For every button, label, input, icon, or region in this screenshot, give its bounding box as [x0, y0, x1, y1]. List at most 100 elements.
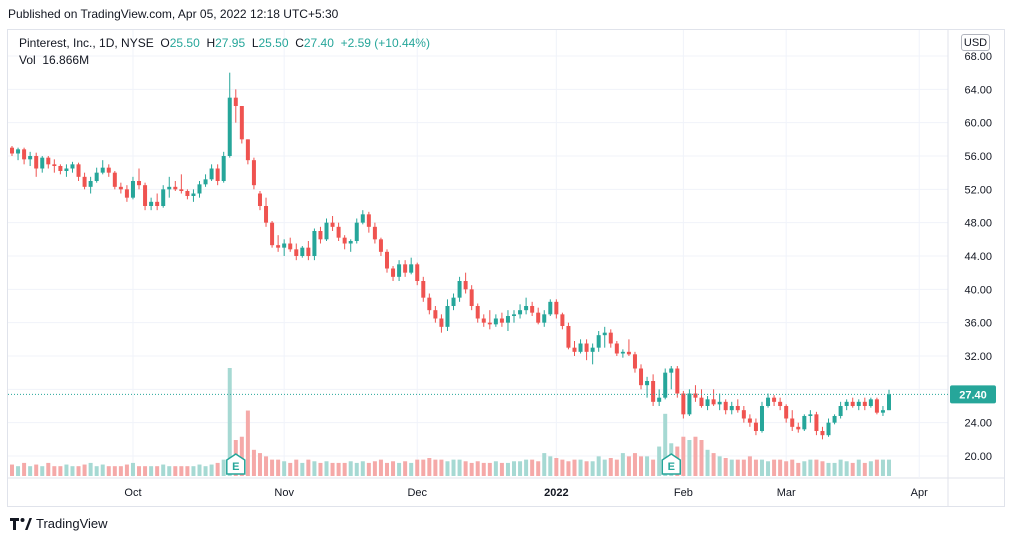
- candle-body: [741, 410, 746, 419]
- volume-bar: [766, 461, 771, 476]
- volume-bar: [155, 466, 160, 476]
- volume-bar: [874, 459, 879, 476]
- change-value: +2.59 (+10.44%): [340, 36, 430, 50]
- candle-body: [626, 351, 631, 355]
- candle-body: [463, 281, 468, 290]
- volume-bar: [427, 458, 432, 476]
- candle-body: [118, 186, 123, 190]
- candle-body: [318, 231, 323, 240]
- volume-bar: [572, 459, 577, 476]
- candle-body: [826, 422, 831, 436]
- candle-body: [778, 401, 783, 406]
- candle-body: [542, 314, 547, 323]
- candle-body: [560, 314, 565, 326]
- candle-body: [179, 189, 184, 191]
- candle-body: [70, 164, 75, 169]
- volume-bar: [100, 464, 105, 476]
- candle-body: [348, 241, 353, 244]
- candle-body: [723, 401, 728, 411]
- volume-bar: [457, 459, 462, 476]
- candle-body: [336, 226, 341, 238]
- candle-body: [270, 222, 275, 246]
- candle-body: [469, 289, 474, 306]
- x-tick-label: Dec: [407, 487, 427, 499]
- volume-bar: [397, 462, 402, 476]
- tradingview-logo[interactable]: TradingView: [10, 516, 108, 531]
- volume-bar: [838, 459, 843, 476]
- volume-bar: [880, 459, 885, 476]
- volume-bar: [366, 462, 371, 476]
- y-tick-label: 68.00: [964, 51, 992, 63]
- volume-bar: [209, 464, 214, 476]
- candle-body: [378, 239, 383, 252]
- volume-bar: [409, 462, 414, 476]
- candle-body: [251, 160, 256, 186]
- volume-bar: [887, 459, 891, 476]
- x-tick-label: Mar: [777, 487, 796, 499]
- candle-body: [632, 354, 637, 369]
- candle-body: [46, 157, 51, 165]
- y-tick-label: 40.00: [964, 284, 992, 296]
- volume-bar: [512, 461, 517, 476]
- tradingview-logo-text: TradingView: [36, 516, 108, 531]
- volume-bar: [306, 459, 311, 476]
- candle-body: [300, 247, 305, 256]
- candle-body: [753, 422, 758, 431]
- volume-bar: [378, 459, 383, 476]
- volume-bar: [221, 459, 226, 476]
- candle-body: [820, 431, 825, 436]
- currency-button[interactable]: USD: [961, 34, 990, 51]
- volume-bar: [312, 461, 317, 476]
- volume-bar: [415, 459, 420, 476]
- candle-body: [433, 310, 438, 319]
- candle-body: [112, 172, 117, 187]
- volume-bar: [772, 459, 777, 476]
- x-tick-label: Apr: [911, 487, 928, 499]
- candle-body: [512, 314, 517, 316]
- candle-body: [675, 368, 680, 394]
- candle-body: [868, 399, 873, 406]
- volume-bar: [626, 456, 631, 476]
- volume-bar: [106, 466, 111, 476]
- y-tick-label: 36.00: [964, 318, 992, 330]
- volume-bar: [620, 453, 625, 476]
- low-value: 25.50: [258, 36, 289, 50]
- volume-bar: [663, 413, 668, 476]
- chart-frame[interactable]: [7, 29, 1005, 507]
- volume-bar: [300, 462, 305, 476]
- volume-bar: [578, 459, 583, 476]
- candle-body: [759, 406, 764, 431]
- last-price-label-bg: [950, 385, 996, 404]
- candle-body: [590, 347, 595, 352]
- candle-body: [245, 139, 250, 161]
- candle-body: [657, 397, 662, 402]
- candle-body: [330, 222, 335, 227]
- volume-bar: [197, 464, 202, 476]
- candle-body: [850, 401, 855, 406]
- volume-bar: [723, 458, 728, 476]
- candle-body: [52, 164, 57, 166]
- earnings-marker-label: E: [668, 461, 675, 473]
- volume-bar: [530, 459, 535, 476]
- volume-bar: [481, 462, 486, 476]
- candle-body: [16, 149, 21, 154]
- volume-bar: [22, 462, 27, 476]
- candle-body: [360, 214, 365, 223]
- candle-body: [451, 297, 456, 306]
- candle-body: [663, 372, 668, 398]
- volume-bar: [681, 436, 686, 476]
- volume-bar: [294, 459, 299, 476]
- volume-bar: [348, 461, 353, 476]
- y-tick-label: 64.00: [964, 84, 992, 96]
- volume-bar: [693, 436, 698, 476]
- volume-bar: [711, 453, 716, 476]
- volume-bar: [614, 459, 619, 476]
- candle-body: [572, 347, 577, 352]
- volume-bar: [505, 462, 510, 476]
- candle-body: [554, 301, 559, 315]
- volume-bar: [584, 461, 589, 476]
- candle-body: [711, 399, 716, 405]
- candle-body: [88, 181, 93, 187]
- candle-body: [880, 410, 885, 413]
